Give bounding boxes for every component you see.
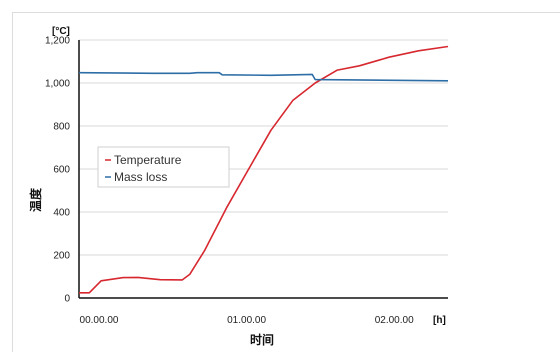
legend-box [97, 146, 230, 188]
gridlines [79, 39, 448, 256]
x-axis-title: 时间 [250, 332, 274, 347]
x-tick-label: 02.00.00 [375, 315, 414, 326]
chart-frame [12, 12, 560, 352]
legend: Temperature Mass loss [97, 146, 230, 188]
y-tick-label: 800 [53, 122, 70, 133]
series-line-temperature [79, 45, 449, 294]
y-tick-labels: 0 200 400 600 800 1,000 1,200 [45, 36, 70, 305]
x-tick-label: 01.00.00 [227, 315, 266, 326]
y-tick-label: 400 [53, 208, 70, 219]
y-tick-label: 1,200 [45, 36, 70, 47]
series-lines [78, 45, 449, 294]
x-tick-labels: 00.00.00 01.00.00 02.00.00 [80, 315, 415, 326]
y-tick-label: 600 [53, 165, 70, 176]
series-line-mass-loss [78, 71, 449, 82]
y-tick-label: 200 [53, 251, 70, 262]
y-unit-label: [°C] [52, 26, 70, 37]
y-axis-title: 温度 [28, 187, 43, 212]
y-tick-label: 1,000 [45, 79, 70, 90]
legend-label-temperature: Temperature [114, 153, 182, 167]
legend-label-mass-loss: Mass loss [114, 170, 167, 184]
x-tick-label: 00.00.00 [80, 315, 119, 326]
y-tick-label: 0 [64, 294, 70, 305]
x-unit-label: [h] [433, 315, 446, 326]
